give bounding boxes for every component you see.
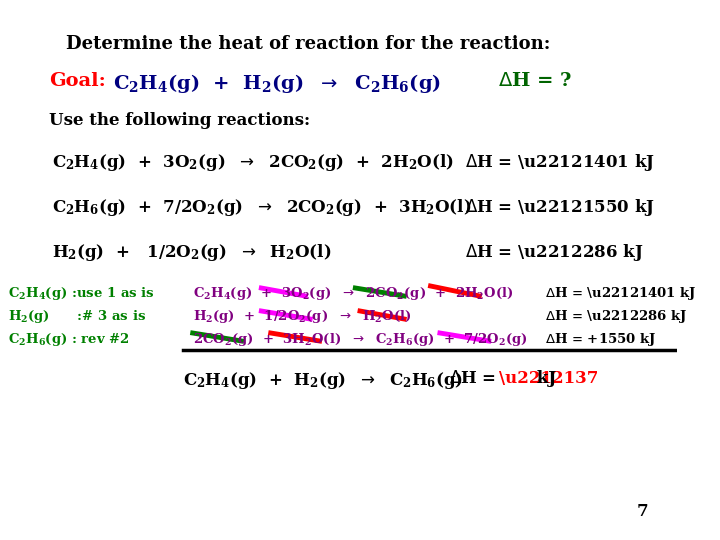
Text: $\Delta$H = \u22121401 kJ: $\Delta$H = \u22121401 kJ xyxy=(465,152,655,173)
Text: $\mathregular{C_2H_4(g)}$  +  $\mathregular{3O_2(g)}$  $\rightarrow$  $\mathregu: $\mathregular{C_2H_4(g)}$ + $\mathregula… xyxy=(193,285,513,302)
Text: $\Delta$H = \u22121401 kJ: $\Delta$H = \u22121401 kJ xyxy=(545,285,697,302)
Text: Use the following reactions:: Use the following reactions: xyxy=(49,112,310,129)
Text: $\Delta$H = +1550 kJ: $\Delta$H = +1550 kJ xyxy=(545,331,657,348)
Text: $\mathregular{C_2H_4(g)}$ :use 1 as is: $\mathregular{C_2H_4(g)}$ :use 1 as is xyxy=(7,285,154,302)
Text: kJ: kJ xyxy=(531,370,557,387)
Text: Goal:: Goal: xyxy=(49,72,106,90)
Text: $\mathregular{H_2(g)}$  +   $\mathregular{1/2O_2(g)}$  $\rightarrow$  $\mathregu: $\mathregular{H_2(g)}$ + $\mathregular{1… xyxy=(52,242,331,263)
Text: $\Delta$H = ?: $\Delta$H = ? xyxy=(498,72,572,90)
Text: $\mathregular{C_2H_4(g)}$  +  $\mathregular{H_2(g)}$  $\rightarrow$  $\mathregul: $\mathregular{C_2H_4(g)}$ + $\mathregula… xyxy=(113,72,441,95)
Text: $\mathregular{C_2H_4(g)}$  +  $\mathregular{H_2(g)}$  $\rightarrow$  $\mathregul: $\mathregular{C_2H_4(g)}$ + $\mathregula… xyxy=(184,370,464,391)
Text: $\Delta$H = \u22121550 kJ: $\Delta$H = \u22121550 kJ xyxy=(465,197,655,218)
Text: $\mathregular{H_2(g)}$  +  $\mathregular{1/2O_2(g)}$  $\rightarrow$  $\mathregul: $\mathregular{H_2(g)}$ + $\mathregular{1… xyxy=(193,308,411,325)
Text: Determine the heat of reaction for the reaction:: Determine the heat of reaction for the r… xyxy=(66,35,550,53)
Text: \u2212137: \u2212137 xyxy=(499,370,598,387)
Text: 7: 7 xyxy=(637,503,649,520)
Text: $\Delta$H = \u2212286 kJ: $\Delta$H = \u2212286 kJ xyxy=(465,242,644,263)
Text: $\mathregular{H_2(g)}$      :# 3 as is: $\mathregular{H_2(g)}$ :# 3 as is xyxy=(7,308,145,325)
Text: $\mathregular{C_2H_4(g)}$  +  $\mathregular{3O_2(g)}$  $\rightarrow$  $\mathregu: $\mathregular{C_2H_4(g)}$ + $\mathregula… xyxy=(52,152,454,173)
Text: $\mathregular{2CO_2(g)}$  +  $\mathregular{3H_2O(l)}$  $\rightarrow$  $\mathregu: $\mathregular{2CO_2(g)}$ + $\mathregular… xyxy=(193,331,527,348)
Text: $\Delta$H = \u2212286 kJ: $\Delta$H = \u2212286 kJ xyxy=(545,308,688,325)
Text: $\Delta$H =: $\Delta$H = xyxy=(449,370,498,387)
Text: $\mathregular{C_2H_6(g)}$ : rev #2: $\mathregular{C_2H_6(g)}$ : rev #2 xyxy=(7,331,129,348)
Text: $\mathregular{C_2H_6(g)}$  +  $\mathregular{7/2O_2(g)}$  $\rightarrow$  $\mathre: $\mathregular{C_2H_6(g)}$ + $\mathregula… xyxy=(52,197,471,218)
